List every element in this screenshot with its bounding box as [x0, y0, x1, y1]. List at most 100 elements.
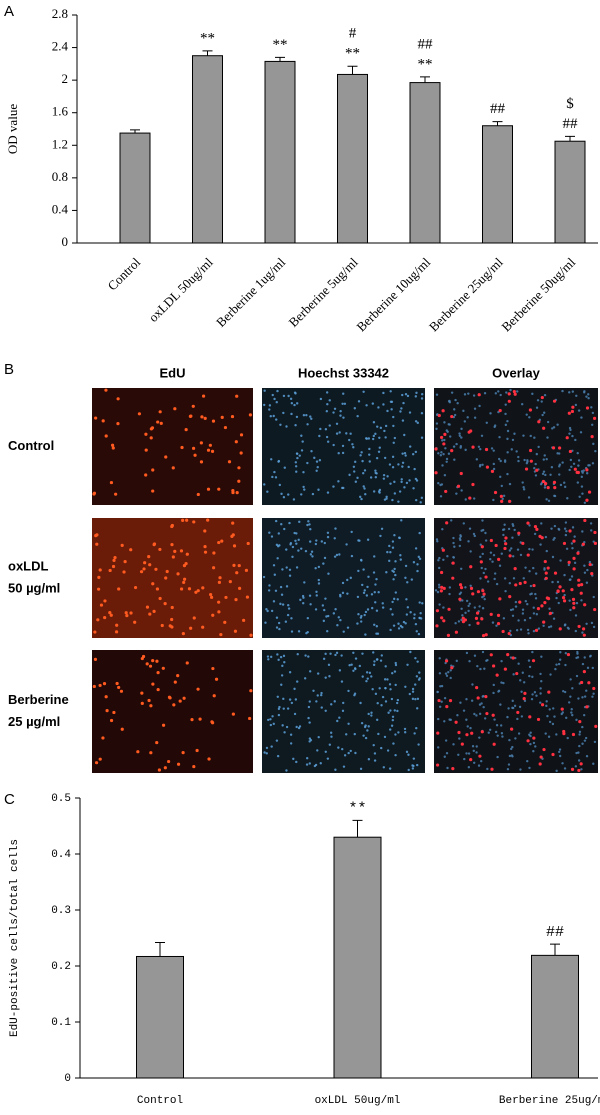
nucleus	[310, 417, 313, 420]
nucleus	[585, 622, 588, 626]
edu-nucleus	[224, 595, 228, 600]
edu-nucleus	[590, 572, 594, 576]
nucleus	[363, 613, 366, 617]
bar	[264, 60, 296, 244]
nucleus	[408, 445, 412, 448]
nucleus	[342, 701, 345, 705]
nucleus	[452, 743, 455, 746]
nucleus	[414, 450, 418, 454]
nucleus	[497, 390, 500, 393]
nucleus	[390, 400, 394, 404]
error-bar	[347, 65, 358, 75]
nucleus	[352, 446, 355, 449]
nucleus	[338, 553, 341, 556]
edu-nucleus	[176, 572, 180, 576]
nucleus	[557, 601, 560, 605]
edu-nucleus	[568, 449, 572, 454]
nucleus	[483, 717, 487, 720]
annotation: **	[348, 800, 366, 817]
nucleus	[545, 700, 548, 703]
row-label: Control	[8, 438, 54, 453]
edu-nucleus	[476, 590, 481, 594]
nucleus	[552, 426, 556, 429]
nucleus	[526, 628, 530, 632]
nucleus	[452, 445, 456, 448]
nucleus	[569, 428, 572, 432]
nucleus	[388, 767, 392, 770]
nucleus	[300, 434, 303, 437]
nucleus	[484, 539, 488, 542]
nucleus	[522, 486, 525, 489]
nucleus	[336, 624, 339, 627]
edu-nucleus	[572, 556, 576, 560]
nucleus	[570, 711, 573, 714]
edu-nucleus	[495, 673, 499, 677]
nucleus	[413, 467, 416, 471]
nucleus	[364, 633, 367, 636]
nucleus	[591, 462, 595, 465]
nucleus	[285, 425, 288, 428]
edu-nucleus	[503, 667, 507, 671]
nucleus	[512, 706, 515, 710]
edu-nucleus	[122, 570, 126, 574]
edu-nucleus	[156, 671, 160, 675]
nucleus	[471, 683, 474, 686]
nucleus	[373, 623, 376, 626]
nucleus	[370, 593, 374, 596]
edu-nucleus	[448, 699, 453, 703]
nucleus	[478, 703, 482, 706]
nucleus	[401, 419, 405, 422]
nucleus	[337, 746, 340, 749]
nucleus	[387, 711, 390, 714]
edu-nucleus	[587, 681, 591, 685]
edu-nucleus	[562, 599, 567, 603]
nucleus	[478, 712, 482, 716]
nucleus	[338, 431, 341, 434]
nucleus	[564, 533, 568, 537]
nucleus	[516, 548, 520, 551]
nucleus	[460, 489, 463, 492]
edu-nucleus	[546, 486, 550, 490]
nucleus	[309, 528, 312, 531]
nucleus	[277, 658, 280, 662]
nucleus	[346, 626, 350, 629]
nucleus	[573, 561, 577, 565]
nucleus	[285, 566, 288, 569]
nucleus	[296, 456, 299, 460]
panel-label: C	[4, 791, 15, 808]
nucleus	[393, 480, 396, 484]
nucleus	[574, 438, 577, 442]
nucleus	[290, 630, 294, 633]
nucleus	[276, 557, 279, 560]
nucleus	[552, 617, 556, 620]
edu-nucleus	[231, 521, 235, 525]
nucleus	[527, 496, 531, 499]
nucleus	[378, 436, 381, 439]
edu-nucleus	[201, 625, 205, 629]
nucleus	[287, 607, 291, 610]
nucleus	[369, 476, 373, 479]
edu-nucleus	[211, 613, 215, 617]
nucleus	[488, 728, 492, 732]
edu-nucleus	[526, 521, 530, 525]
nucleus	[544, 732, 547, 735]
nucleus	[380, 654, 384, 657]
edu-nucleus	[212, 694, 216, 698]
edu-nucleus	[533, 525, 538, 529]
nucleus	[486, 658, 489, 662]
nucleus	[532, 606, 535, 609]
edu-nucleus	[193, 453, 197, 457]
nucleus	[285, 585, 289, 588]
nucleus	[561, 389, 564, 393]
edu-nucleus	[571, 597, 576, 601]
edu-nucleus	[469, 429, 473, 433]
nucleus	[356, 622, 359, 625]
nucleus	[468, 602, 471, 605]
edu-nucleus	[501, 629, 505, 634]
nucleus	[482, 705, 485, 709]
nucleus	[503, 577, 507, 580]
nucleus	[549, 673, 552, 676]
nucleus	[450, 391, 454, 394]
nucleus	[345, 543, 348, 546]
nucleus	[420, 412, 424, 415]
